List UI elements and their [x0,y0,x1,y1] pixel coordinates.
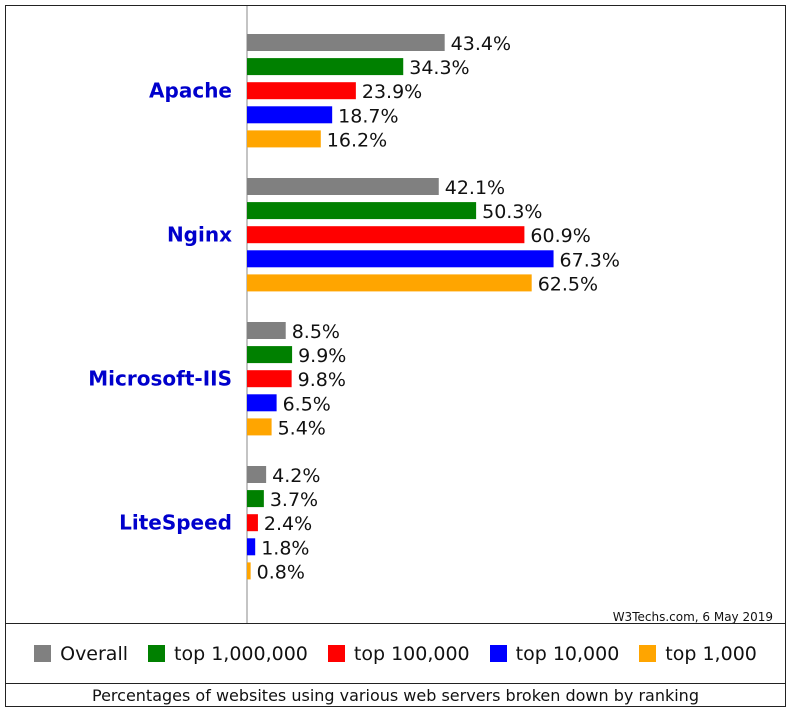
bar [247,322,286,339]
bar [247,202,477,220]
bar [247,130,321,148]
legend-label: top 10,000 [515,642,620,665]
bar-value-label: 60.9% [530,225,590,247]
bar-value-label: 3.7% [270,489,318,511]
legend-swatch [327,645,345,662]
bar-value-label: 23.9% [362,81,422,103]
bar [247,346,293,364]
bar [247,106,333,124]
category-label: Nginx [167,223,232,247]
bar [247,178,439,195]
chart-legend: Overall top 1,000,000 top 100,000 top 10,00… [6,623,785,684]
bar-value-label: 9.9% [298,345,346,367]
chart-caption: Percentages of websites using various we… [92,685,699,705]
bar-value-label: 5.4% [278,417,326,439]
legend-label: Overall [60,642,129,665]
category-label: Microsoft-IIS [88,367,232,391]
bar [247,490,264,508]
chart-credit: W3Techs.com, 6 May 2019 [612,610,773,624]
bar-value-label: 0.8% [257,561,305,583]
legend-swatch [34,645,52,662]
legend-swatch [148,645,166,662]
bar-value-label: 42.1% [445,177,505,199]
bar-value-label: 18.7% [338,105,398,127]
bar-value-label: 34.3% [409,57,469,79]
legend-label: top 1,000,000 [174,642,308,665]
bar-value-label: 9.8% [298,369,346,391]
legend-swatch [489,645,507,662]
bar-value-label: 4.2% [272,465,320,487]
bar-value-label: 1.8% [261,537,309,559]
legend-label: top 1,000 [665,642,757,665]
legend-label: top 100,000 [353,642,470,665]
legend-item: top 1,000,000 [148,643,308,665]
bar [247,538,256,556]
legend-item: top 1,000 [639,643,757,665]
bar-value-label: 62.5% [538,273,598,295]
legend-item: top 10,000 [489,642,620,665]
category-label: LiteSpeed [119,511,232,535]
bar-value-label: 43.4% [451,33,511,55]
bar [247,34,445,51]
bar-value-label: 67.3% [560,249,620,271]
bar [247,82,356,100]
bar [247,370,292,388]
bar [247,394,277,412]
bar-value-label: 50.3% [482,201,542,223]
chart-frame: Apache 43.4% 34.3% 23.9% 18.7% 16.2% Nginx 42.1… [5,5,786,707]
bar [247,58,404,76]
legend-item: Overall [34,643,128,665]
bar [247,562,251,580]
bar-value-label: 16.2% [327,129,387,151]
category-label: Apache [149,79,232,103]
bar [247,466,267,483]
bar [247,514,258,532]
bar [247,274,532,292]
legend-item: top 100,000 [327,642,470,665]
bar-value-label: 8.5% [292,321,340,343]
bar [247,418,272,436]
legend-swatch [639,645,657,662]
bar [247,226,525,244]
bar [247,250,554,268]
bar-chart: Apache 43.4%34.3%23.9%18.7%16.2% Nginx 42.1… [88,6,620,623]
bar-value-label: 6.5% [283,393,331,415]
bar-value-label: 2.4% [264,513,312,535]
